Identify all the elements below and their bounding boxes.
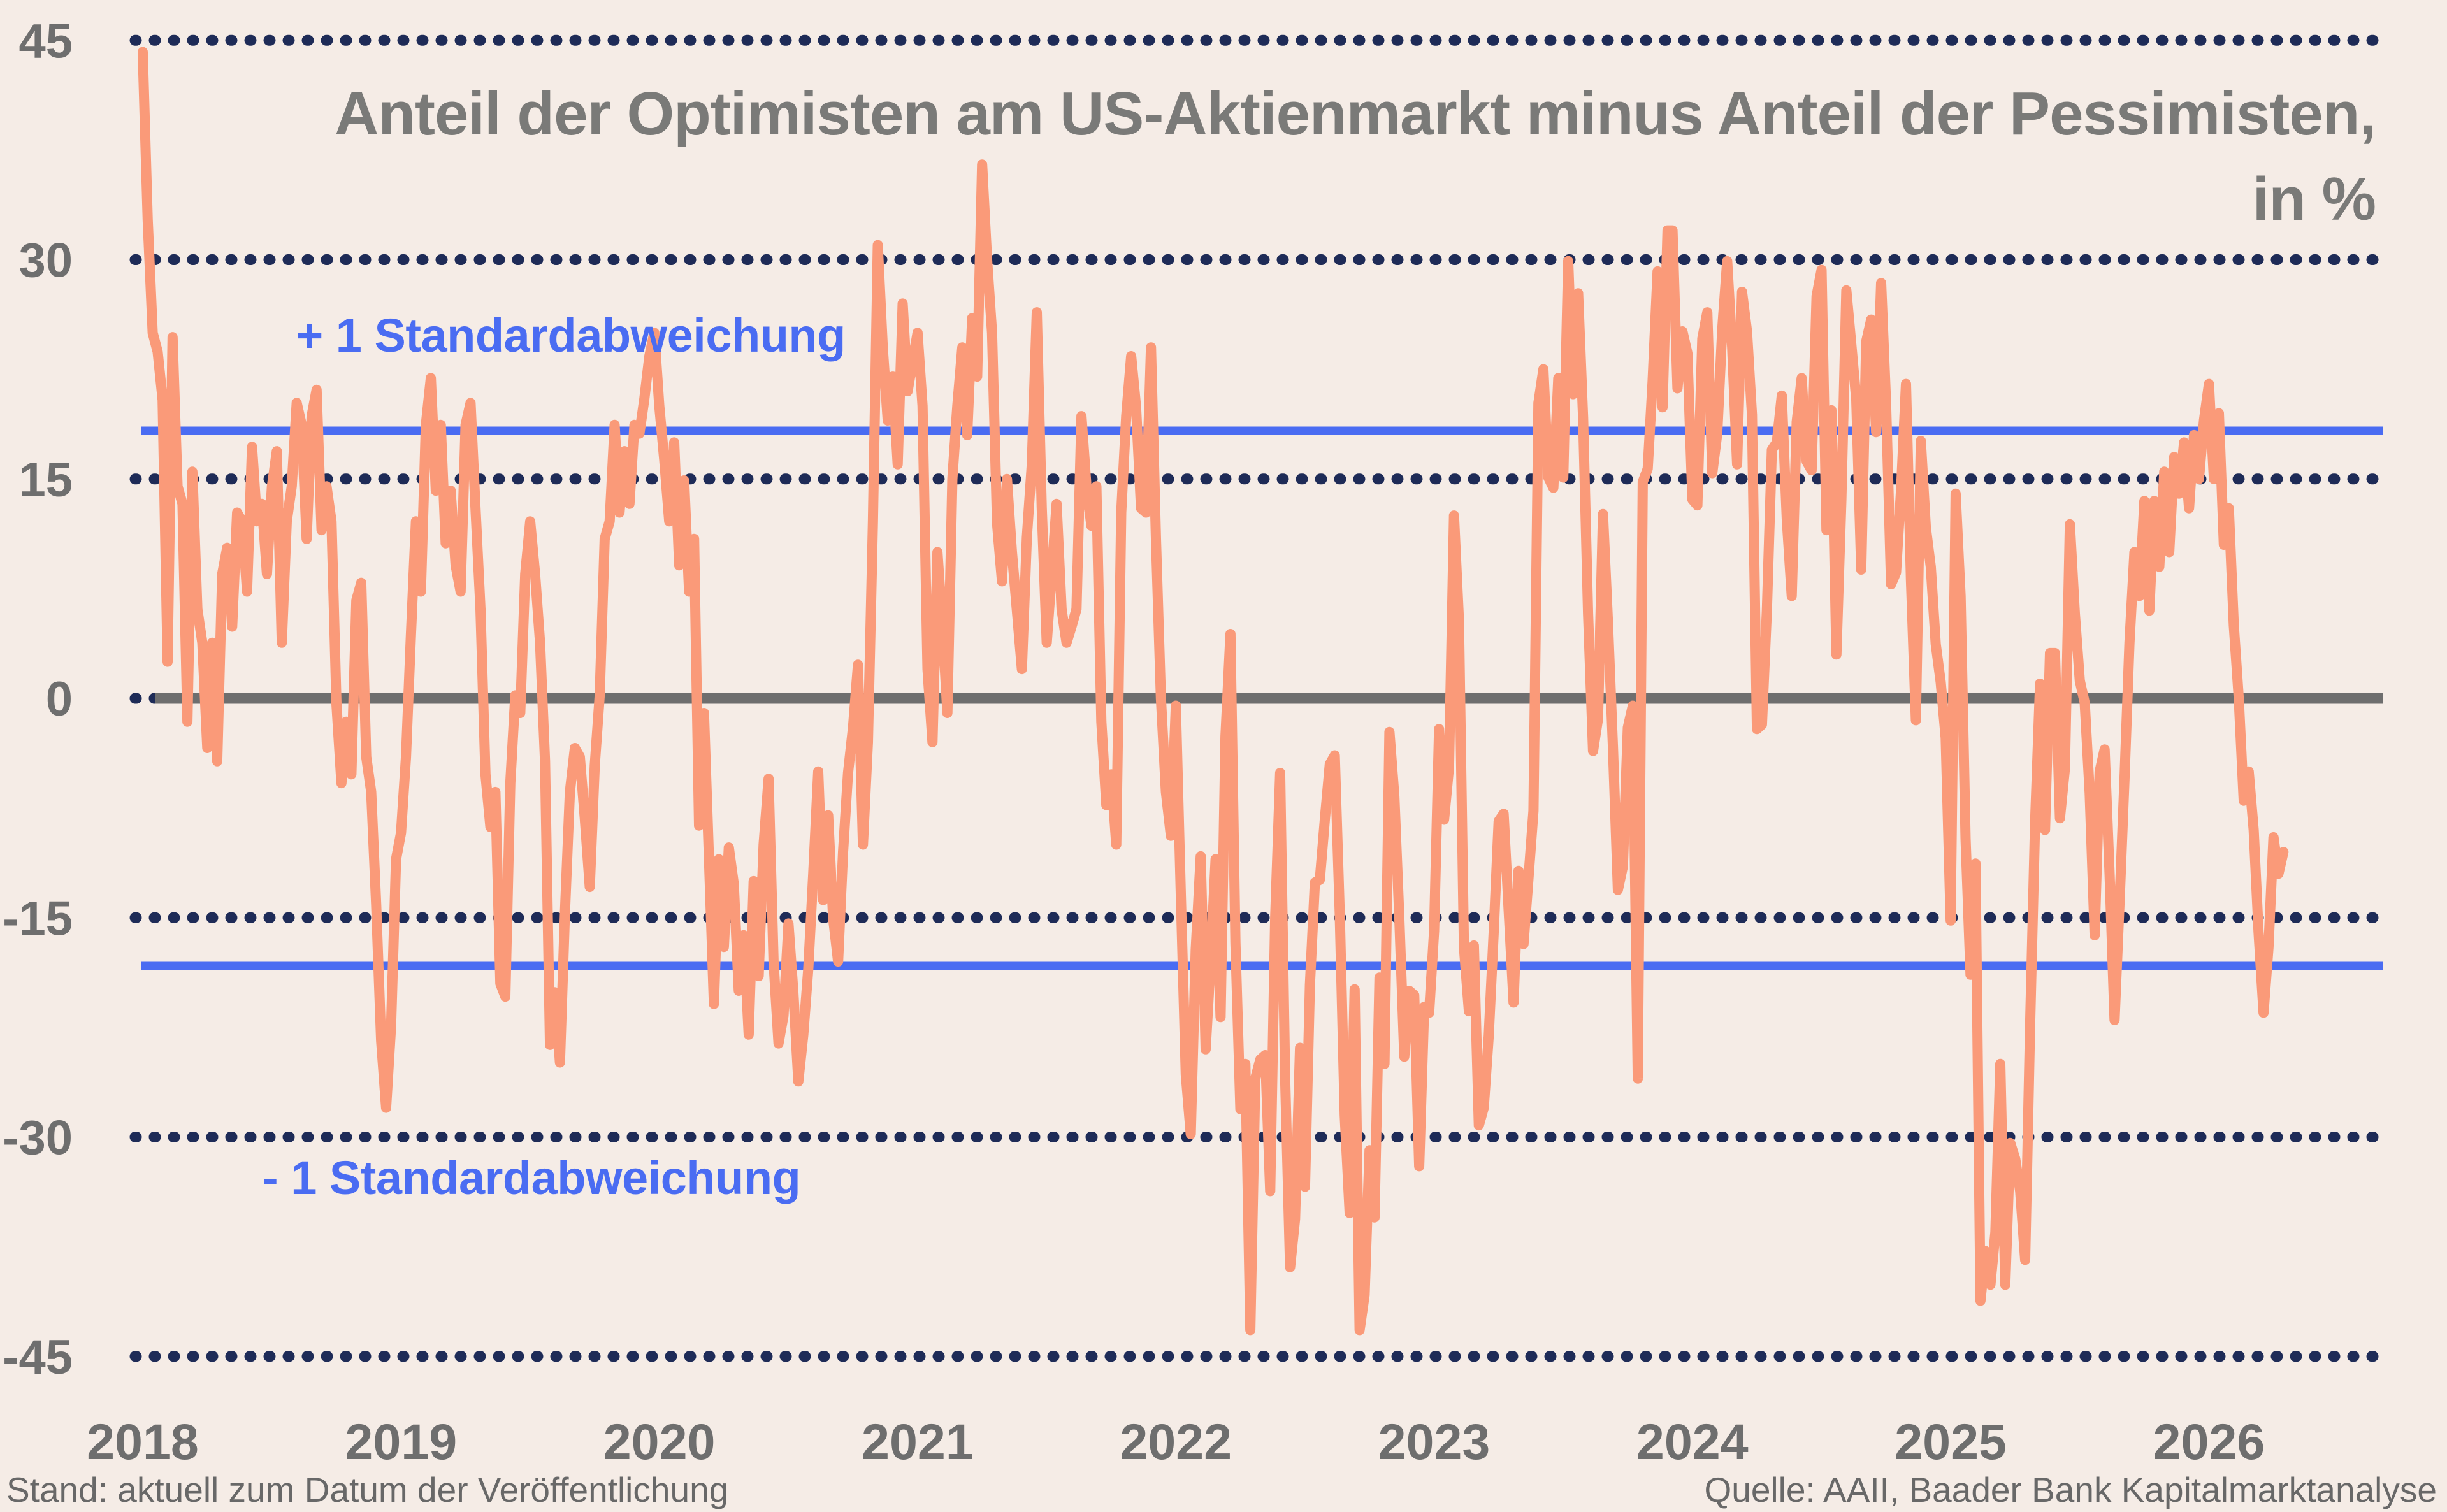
x-axis-label-2023: 2023 [1378,1413,1491,1470]
footnote-status: Stand: aktuell zum Datum der Veröffentli… [6,1470,729,1509]
y-axis-label-15: 15 [18,453,73,507]
chart-title-line1: Anteil der Optimisten am US-Aktienmarkt … [335,80,2376,148]
x-axis-label-2021: 2021 [862,1413,974,1470]
y-axis-label--15: -15 [3,891,73,946]
y-axis-label-45: 45 [18,14,73,68]
x-axis-label-2024: 2024 [1636,1413,1749,1470]
series-line [138,47,2289,1336]
y-axis-label--45: -45 [3,1330,73,1385]
y-axis-label--30: -30 [3,1111,73,1165]
footnote-source: Quelle: AAII, Baader Bank Kapitalmarktan… [1704,1470,2437,1509]
y-axis-label-0: 0 [46,672,73,726]
y-axis-label-30: 30 [18,234,73,288]
x-axis-label-2020: 2020 [603,1413,716,1470]
x-axis-label-2025: 2025 [1895,1413,2007,1470]
sd-upper-label: + 1 Standardabweichung [296,309,846,362]
x-axis-label-2019: 2019 [345,1413,457,1470]
chart-title: Anteil der Optimisten am US-Aktienmarkt … [335,71,2376,243]
x-axis-labels: 2018 2019 2020 2021 2022 2023 2024 2025 2026 [87,1413,2265,1470]
x-axis-label-2022: 2022 [1120,1413,1232,1470]
x-axis-label-2026: 2026 [2153,1413,2265,1470]
x-axis-label-2018: 2018 [87,1413,199,1470]
y-axis-labels: 45 30 15 0 -15 -30 -45 [3,14,73,1385]
chart-title-line2: in % [2252,165,2376,234]
sd-lower-label: - 1 Standardabweichung [263,1151,801,1204]
series-polyline [138,47,2289,1336]
sd-lines [141,426,2383,970]
